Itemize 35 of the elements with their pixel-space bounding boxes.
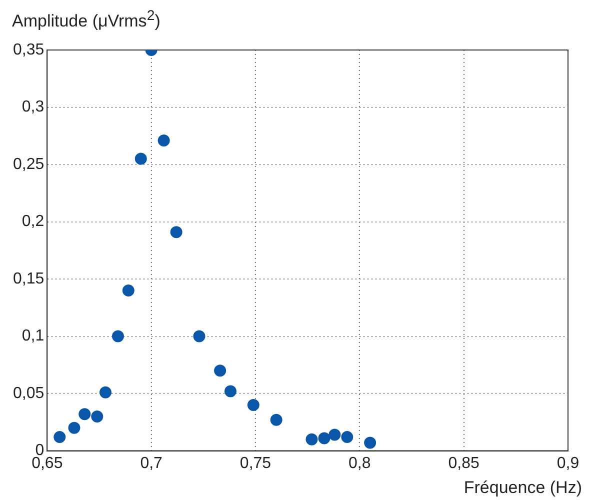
point — [270, 414, 282, 426]
point — [78, 408, 91, 420]
x-axis-title: Fréquence (Hz) — [464, 478, 582, 498]
x-tick-label: 0,9 — [556, 454, 580, 472]
y-tick-label: 0,2 — [22, 213, 44, 230]
point — [122, 284, 134, 296]
x-tick-label: 0,8 — [348, 454, 371, 472]
x-tick-label: 0,65 — [32, 454, 63, 472]
x-tick-label: 0,85 — [448, 454, 480, 472]
point — [170, 226, 182, 238]
point — [99, 386, 112, 398]
point — [134, 152, 147, 165]
point — [224, 385, 236, 398]
y-tick-label: 0,15 — [13, 270, 44, 288]
point — [91, 410, 104, 422]
point — [68, 422, 80, 434]
point — [193, 330, 206, 342]
point — [306, 433, 318, 446]
y-tick-label: 0,3 — [22, 98, 44, 116]
x-tick-label: 0,75 — [240, 454, 272, 472]
y-axis-title: Amplitude (μVrms$^{2}$) — [12, 8, 160, 32]
y-tick-label: 0,05 — [13, 384, 44, 402]
point — [158, 134, 170, 146]
point — [328, 428, 341, 441]
x-tick-label: 0,7 — [140, 454, 163, 472]
point — [247, 398, 260, 411]
y-tick-label: 0,1 — [22, 328, 44, 345]
point — [318, 432, 330, 444]
y-tick-label: 0,35 — [13, 41, 44, 58]
point — [214, 364, 226, 377]
point — [54, 431, 66, 444]
point — [364, 436, 376, 449]
point — [112, 330, 124, 342]
y-tick-label: 0,25 — [13, 156, 44, 173]
point — [341, 431, 354, 444]
